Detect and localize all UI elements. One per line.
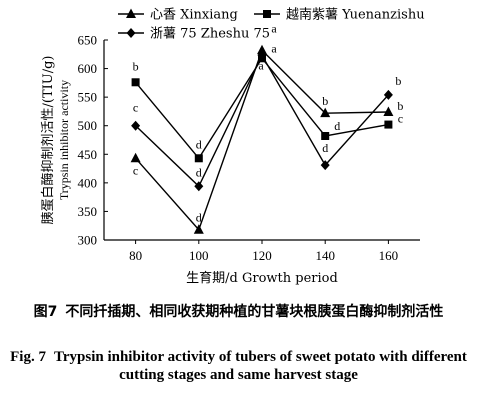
y-tick-label: 550 bbox=[78, 90, 98, 105]
y-axis-label-en: Trypsin inhibitor activity bbox=[57, 80, 71, 200]
figure-number-cn: 图7 bbox=[33, 304, 58, 320]
data-point-3-4 bbox=[320, 160, 330, 171]
series-line-3 bbox=[135, 53, 389, 188]
y-axis-ticks: 300 350 400 450 500 550 600 650 bbox=[78, 33, 108, 248]
data-point-3-5 bbox=[383, 89, 393, 100]
data-point-3-3 bbox=[257, 50, 267, 61]
y-tick-label: 450 bbox=[78, 147, 98, 162]
data-point-1-4 bbox=[320, 107, 331, 118]
significance-label: b bbox=[395, 74, 401, 88]
significance-label: c bbox=[133, 163, 138, 177]
caption-text-en: Trypsin inhibitor activity of tubers of … bbox=[53, 349, 467, 383]
figure-caption-en: Fig. 7 Trypsin inhibitor activity of tube… bbox=[0, 348, 477, 384]
significance-label: b bbox=[133, 59, 139, 73]
legend-label: 心香 Xinxiang bbox=[150, 8, 238, 23]
figure-number-en: Fig. 7 bbox=[10, 349, 46, 365]
data-point-2-4 bbox=[321, 132, 330, 140]
caption-text-cn: 不同扦插期、相同收获期种植的甘薯块根胰蛋白酶抑制剂活性 bbox=[65, 304, 444, 320]
significance-label: a bbox=[271, 41, 277, 55]
series-markers bbox=[130, 44, 394, 234]
x-axis-ticks: 80 100 120 140 160 bbox=[129, 240, 398, 263]
data-point-1-5 bbox=[383, 106, 394, 116]
significance-label: d bbox=[334, 119, 340, 133]
data-point-2-5 bbox=[384, 120, 393, 129]
significance-label: b bbox=[322, 94, 328, 108]
significance-label: b bbox=[397, 99, 403, 113]
data-point-1-3 bbox=[257, 44, 267, 55]
legend-marker bbox=[126, 28, 136, 38]
figure-caption-cn: 图7 不同扦插期、相同收获期种植的甘薯块根胰蛋白酶抑制剂活性 bbox=[0, 300, 477, 324]
data-point-3-2 bbox=[194, 181, 204, 192]
significance-label: d bbox=[322, 141, 328, 155]
legend-label: 浙薯 75 Zheshu 75 bbox=[150, 27, 270, 42]
y-tick-label: 350 bbox=[78, 204, 98, 219]
legend: 心香 Xinxiang 越南紫薯 Yuenanzishu 浙薯 75 Zheshu … bbox=[118, 7, 425, 42]
x-tick-label: 140 bbox=[315, 248, 335, 263]
x-axis-label: 生育期/d Growth period bbox=[186, 270, 338, 286]
significance-label: d bbox=[196, 165, 202, 179]
y-tick-label: 500 bbox=[78, 118, 98, 133]
x-tick-label: 160 bbox=[379, 248, 399, 263]
series-lines bbox=[135, 49, 389, 232]
data-point-2-1 bbox=[131, 78, 140, 87]
legend-label: 越南紫薯 Yuenanzishu bbox=[286, 7, 425, 23]
significance-label: a bbox=[258, 58, 264, 72]
y-tick-label: 650 bbox=[78, 33, 98, 48]
significance-label: c bbox=[133, 101, 138, 115]
significance-label: c bbox=[398, 112, 403, 126]
y-tick-label: 400 bbox=[78, 175, 98, 190]
y-tick-label: 600 bbox=[78, 61, 98, 76]
data-point-1-1 bbox=[130, 152, 141, 163]
significance-label: a bbox=[271, 21, 277, 35]
data-point-2-2 bbox=[194, 154, 203, 163]
y-axis-label-cn: 胰蛋白酶抑制剂活性/(TIU/g) bbox=[40, 56, 56, 225]
y-tick-label: 300 bbox=[78, 233, 98, 248]
legend-marker bbox=[126, 8, 136, 18]
significance-label: d bbox=[196, 137, 202, 151]
legend-marker bbox=[263, 10, 271, 18]
data-point-1-2 bbox=[193, 224, 204, 234]
series-line-1 bbox=[135, 49, 389, 232]
x-tick-label: 80 bbox=[129, 248, 142, 263]
series-line-2 bbox=[135, 57, 389, 160]
data-point-3-1 bbox=[131, 120, 141, 131]
x-tick-label: 120 bbox=[252, 248, 272, 263]
x-tick-label: 100 bbox=[189, 248, 209, 263]
significance-label: d bbox=[196, 211, 202, 225]
